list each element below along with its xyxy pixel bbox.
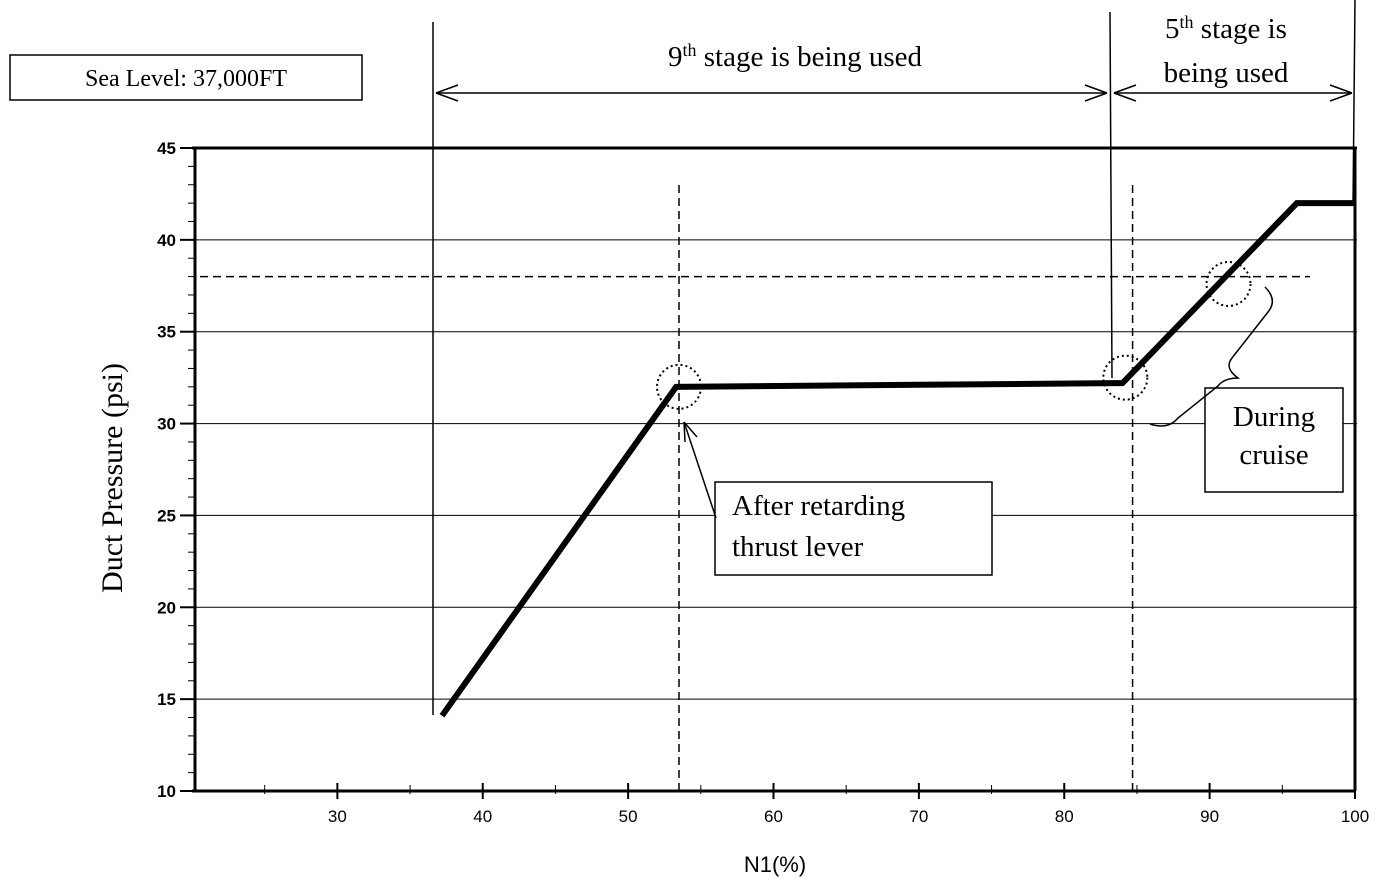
stage5-label-line1: 5th stage is — [1165, 12, 1287, 45]
stage9-label: 9th stage is being used — [668, 40, 923, 73]
grid-layer — [192, 146, 1357, 700]
y-tick-label-15: 15 — [157, 690, 176, 709]
cruise-label-line1: During — [1233, 401, 1315, 433]
y-tick-label-30: 30 — [157, 415, 176, 434]
retard-pointer — [683, 421, 717, 519]
highlight-circle-2 — [1205, 260, 1252, 307]
stage5-label-line2: being used — [1164, 57, 1289, 89]
stage9-arrowhead-right — [1084, 84, 1108, 102]
stage5-arrowhead-right — [1329, 84, 1353, 102]
x-tick-label-60: 60 — [764, 807, 783, 826]
x-tick-label-80: 80 — [1055, 807, 1074, 826]
x-axis-label: N1(%) — [744, 852, 806, 877]
stage5-arrowhead-left — [1113, 84, 1137, 102]
retard-pointer-head — [683, 421, 698, 443]
x-tick-label-100: 100 — [1341, 807, 1369, 826]
y-tick-label-45: 45 — [157, 139, 176, 158]
cruise-label-line2: cruise — [1239, 439, 1308, 471]
x-tick-label-90: 90 — [1200, 807, 1219, 826]
series-line-0 — [439, 200, 1355, 718]
y-tick-label-10: 10 — [157, 782, 176, 801]
cruise-box — [1204, 387, 1344, 493]
reference-lines — [200, 185, 1310, 791]
retard-box — [714, 481, 993, 576]
altitude-label: Sea Level: 37,000FT — [85, 66, 287, 92]
highlight-circles — [656, 260, 1252, 410]
stage9-arrowhead-left — [435, 84, 459, 102]
y-tick-label-25: 25 — [157, 506, 176, 525]
x-tick-label-50: 50 — [619, 807, 638, 826]
tick-labels: 10 15 20 25 30 35 40 45 30 40 50 60 70 80 90 100 — [157, 139, 1369, 826]
highlight-circle-1 — [1102, 354, 1149, 401]
series-layer — [439, 200, 1356, 718]
cruise-brace — [1149, 286, 1274, 427]
retard-label-line1: After retarding — [732, 490, 905, 522]
x-tick-label-70: 70 — [909, 807, 928, 826]
highlight-circle-0 — [656, 363, 703, 410]
stage-boundary-mid — [1109, 11, 1113, 379]
y-tick-label-35: 35 — [157, 323, 176, 342]
x-tick-label-40: 40 — [473, 807, 492, 826]
retard-label-line2: thrust lever — [732, 531, 864, 563]
x-tick-label-30: 30 — [328, 807, 347, 826]
stage-boundary-right — [1352, 0, 1356, 207]
y-tick-label-40: 40 — [157, 231, 176, 250]
y-axis-label: Duct Pressure (psi) — [96, 363, 129, 593]
altitude-box — [9, 54, 363, 101]
y-tick-label-20: 20 — [157, 598, 176, 617]
axes — [180, 147, 1357, 799]
